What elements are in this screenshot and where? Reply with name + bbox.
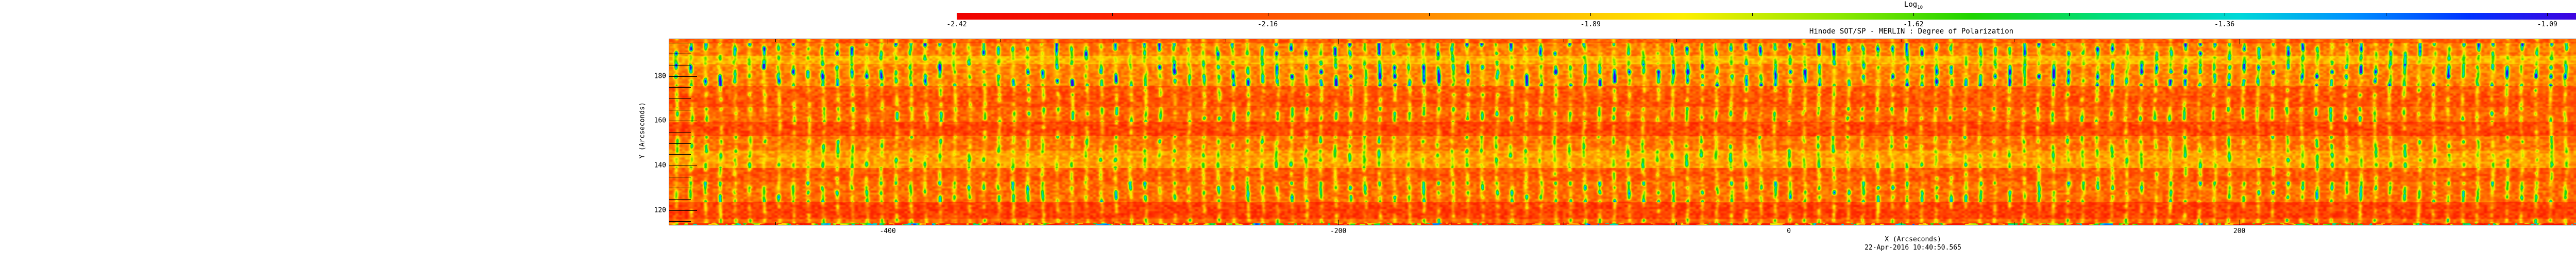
- colorbar-title-base: Log: [1904, 1, 1918, 9]
- colorbar-tick: [1913, 13, 1914, 16]
- plot-area: [669, 39, 2576, 225]
- colorbar-tick-label: -2.16: [1257, 21, 1278, 28]
- colorbar-tick: [2547, 13, 2548, 16]
- colorbar-minor-tick: [1112, 13, 1113, 16]
- colorbar-tick-label: -2.42: [946, 21, 967, 28]
- y-axis-label: Y (Arcseconds): [638, 102, 647, 159]
- axis-ticks: [669, 39, 2465, 225]
- colorbar-minor-tick: [1429, 13, 1430, 16]
- y-tick-label: 120: [654, 206, 666, 214]
- colorbar-tick-label: -1.62: [1903, 21, 1924, 28]
- y-tick-label: 180: [654, 72, 666, 80]
- x-tick-label: -200: [1330, 227, 1347, 235]
- x-tick-label: -400: [879, 227, 896, 235]
- colorbar: [957, 13, 2576, 20]
- heatmap-canvas: [669, 39, 2576, 225]
- colorbar-title-sub: 10: [1917, 5, 1923, 10]
- colorbar-tick: [1590, 13, 1591, 16]
- x-tick-label: 200: [2233, 227, 2246, 235]
- colorbar-title: Log10: [1904, 1, 1923, 10]
- colorbar-tick-label: -1.36: [2214, 21, 2235, 28]
- colorbar-tick-label: -1.09: [2537, 21, 2557, 28]
- y-tick-label: 140: [654, 161, 666, 170]
- x-axis-label: X (Arcseconds): [1885, 236, 1941, 243]
- chart-title: Hinode SOT/SP - MERLIN : Degree of Polar…: [1809, 27, 2014, 36]
- x-tick-label: 0: [1787, 227, 1791, 235]
- colorbar-minor-tick: [2069, 13, 2070, 16]
- y-tick-label: 160: [654, 117, 666, 125]
- colorbar-minor-tick: [1752, 13, 1753, 16]
- timestamp-label: 22-Apr-2016 10:40:50.565: [1865, 244, 1961, 252]
- colorbar-tick-label: -1.89: [1580, 21, 1601, 28]
